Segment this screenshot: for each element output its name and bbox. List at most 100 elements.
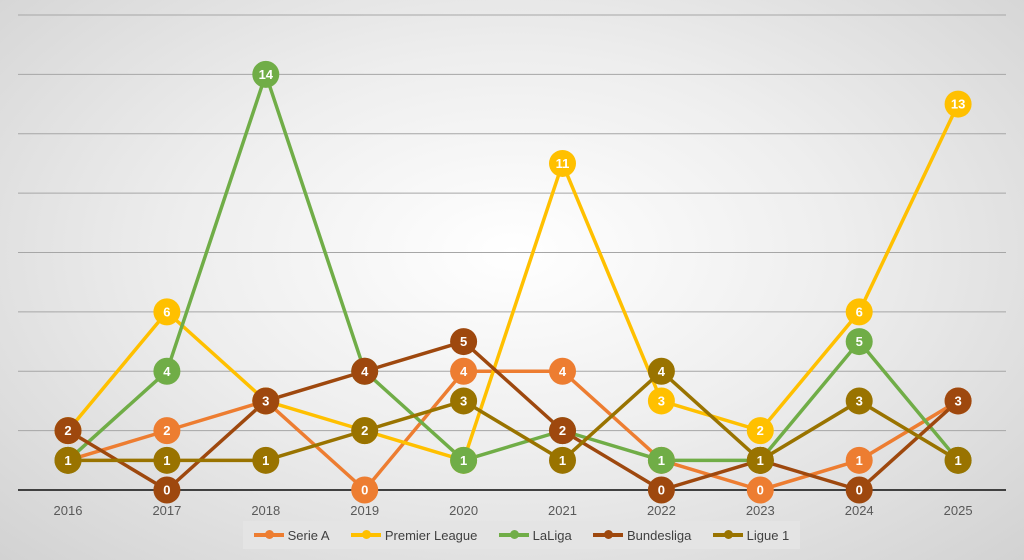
data-label: 2 (361, 423, 368, 438)
data-label: 3 (262, 393, 269, 408)
data-point: 2 (549, 417, 576, 445)
data-point: 1 (746, 446, 774, 474)
data-marker (450, 357, 478, 385)
data-point: 4 (351, 357, 379, 385)
legend-label: Serie A (287, 527, 330, 543)
series-line (66, 103, 960, 463)
series-line (67, 339, 960, 492)
data-marker (252, 60, 280, 88)
data-marker (746, 417, 774, 445)
data-marker (647, 476, 675, 504)
data-label: 2 (163, 423, 170, 438)
data-point: 1 (549, 446, 576, 474)
data-point: 5 (845, 328, 873, 356)
data-marker (944, 90, 972, 118)
data-point: 2 (746, 417, 774, 445)
x-tick-label: 2023 (746, 503, 775, 518)
data-point: 0 (351, 476, 379, 504)
data-marker (252, 446, 280, 474)
data-point: 0 (746, 476, 774, 504)
data-point: 4 (549, 357, 576, 385)
data-marker (153, 476, 181, 504)
data-point: 1 (54, 446, 82, 474)
data-marker (450, 446, 478, 474)
data-point: 4 (153, 357, 181, 385)
legend-swatch (498, 530, 529, 539)
data-label: 1 (262, 453, 269, 468)
legend-item: Bundesliga (593, 528, 691, 543)
data-point: 6 (845, 298, 873, 326)
data-label: 1 (64, 453, 71, 468)
data-marker (746, 446, 774, 474)
data-marker (153, 298, 181, 326)
data-label: 3 (460, 393, 467, 408)
data-point: 3 (647, 387, 675, 415)
data-label: 2 (64, 423, 71, 438)
data-point: 4 (450, 357, 478, 385)
legend-label: LaLiga (532, 527, 572, 543)
data-marker (944, 387, 972, 415)
legend-swatch (593, 530, 623, 539)
data-marker (153, 446, 181, 474)
data-marker (450, 328, 478, 356)
data-point: 1 (252, 446, 280, 474)
data-marker (647, 357, 675, 385)
data-label: 0 (757, 483, 764, 498)
data-label: 0 (361, 483, 368, 498)
data-point: 2 (351, 417, 379, 445)
chart-legend: Serie A Premier League LaLiga Bundesliga Lig… (243, 521, 800, 549)
x-tick-label: 2025 (944, 503, 973, 518)
legend-item: LaLiga (498, 527, 572, 543)
data-label: 4 (460, 364, 468, 379)
x-tick-label: 2017 (152, 503, 181, 518)
data-marker (351, 417, 379, 445)
data-marker (647, 387, 675, 415)
data-label: 1 (658, 453, 665, 468)
data-point: 6 (153, 298, 181, 326)
legend-item: Ligue 1 (712, 528, 789, 543)
x-tick-label: 2024 (845, 503, 874, 518)
data-point: 1 (845, 446, 873, 474)
data-point: 3 (450, 387, 478, 415)
data-marker (845, 446, 873, 474)
data-label: 14 (259, 67, 274, 82)
data-label: 6 (163, 304, 170, 319)
data-marker (252, 387, 280, 415)
data-marker (845, 328, 873, 356)
data-label: 0 (856, 483, 863, 498)
data-point: 3 (845, 387, 873, 415)
x-tick-label: 2021 (548, 503, 577, 518)
legend-item: Serie A (253, 527, 330, 543)
data-marker (450, 387, 478, 415)
data-marker (153, 417, 181, 445)
data-label: 0 (163, 483, 170, 498)
data-point: 0 (647, 476, 675, 504)
series-lines (66, 72, 960, 492)
legend-label: Premier League (384, 527, 478, 543)
data-point: 2 (54, 417, 82, 445)
data-point: 1 (944, 446, 972, 474)
x-tick-label: 2016 (54, 503, 83, 518)
data-marker (845, 298, 873, 326)
data-marker (944, 446, 972, 474)
data-label: 1 (163, 453, 170, 468)
data-label: 11 (556, 156, 570, 171)
data-point: 3 (944, 387, 972, 415)
data-label: 4 (559, 364, 567, 379)
data-marker (845, 387, 873, 415)
data-marker (54, 446, 82, 474)
data-label: 5 (460, 334, 467, 349)
data-label: 2 (757, 423, 764, 438)
data-point: 1 (450, 446, 478, 474)
data-point: 4 (647, 357, 675, 385)
data-marker (351, 357, 379, 385)
data-marker (549, 446, 576, 474)
data-marker (549, 149, 576, 177)
data-label: 13 (951, 97, 965, 112)
x-axis-ticks: 2016 2017 2018 2019 2020 2021 2022 2023 2024 2025 (54, 503, 973, 518)
data-point: 0 (153, 476, 181, 504)
legend-item: Premier League (350, 527, 478, 543)
data-label: 0 (658, 483, 665, 498)
